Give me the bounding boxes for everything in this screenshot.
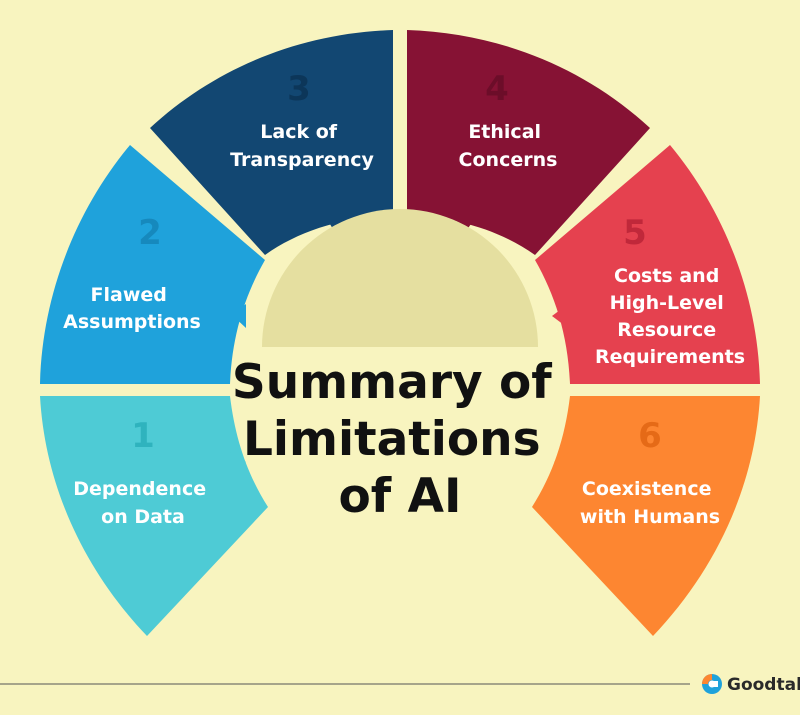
- segment-6-shape: [532, 396, 760, 636]
- segment-2-number: 2: [138, 213, 162, 253]
- center-dome: [262, 209, 538, 347]
- segment-3-label-line: Transparency: [230, 149, 374, 171]
- segment-4: 4 Ethical Concerns: [407, 30, 650, 255]
- svg-text:Ethical Concerns: Ethical Concerns: [459, 121, 558, 171]
- segment-5-shape: [535, 145, 760, 384]
- segment-2-notch: [232, 304, 246, 328]
- segment-1-label-line: on Data: [101, 506, 185, 528]
- segment-5-label-line: Requirements: [595, 346, 745, 368]
- segment-5-label-line: Costs and: [614, 265, 719, 287]
- svg-text:Coexistence with Humans: Coexistence with Humans: [580, 478, 720, 528]
- segment-1-label-line: Dependence: [73, 478, 206, 500]
- svg-text:Costs and High-Level: Costs and High-Level Resource Requiremen…: [595, 265, 745, 368]
- segment-3-shape: [150, 30, 393, 255]
- center-title-line: of AI: [339, 469, 462, 524]
- goodtal-logo-icon: [702, 674, 722, 694]
- segment-2-shape: [40, 145, 265, 384]
- segment-2-label-line: Flawed: [91, 284, 167, 306]
- svg-text:Flawed Assumptions: Flawed Assumptions: [63, 284, 201, 333]
- segment-5-label-line: High-Level: [610, 292, 724, 314]
- segment-1-notch: [230, 452, 246, 472]
- center-title-line: Summary of: [232, 355, 552, 410]
- segment-6-label-line: Coexistence: [582, 478, 712, 500]
- segment-5-number: 5: [623, 213, 647, 253]
- segment-1-shape: [40, 396, 268, 636]
- segment-4-label-line: Concerns: [459, 149, 558, 171]
- segment-6-number: 6: [638, 416, 662, 456]
- segment-2: 2 Flawed Assumptions: [40, 145, 265, 384]
- segment-5-notch: [552, 304, 568, 328]
- segment-5-label-line: Resource: [617, 319, 716, 341]
- center-title-line: Limitations: [243, 412, 541, 467]
- segment-4-label-line: Ethical: [468, 121, 541, 143]
- segment-1: 1 Dependence on Data: [40, 396, 268, 636]
- center-title: Summary of Limitations of AI: [232, 355, 568, 524]
- segment-6-label-line: with Humans: [580, 506, 720, 528]
- svg-text:Lack of Transparency: Lack of Transparency: [230, 121, 374, 171]
- segment-5: 5 Costs and High-Level Resource Requirem…: [535, 145, 760, 384]
- svg-text:Dependence on Data: Dependence on Data: [73, 478, 212, 528]
- segment-4-shape: [407, 30, 650, 255]
- segment-1-number: 1: [131, 416, 155, 456]
- segment-6-notch: [554, 452, 570, 472]
- segment-3-label-line: Lack of: [260, 121, 337, 143]
- segment-2-label-line: Assumptions: [63, 311, 201, 333]
- segment-4-number: 4: [485, 69, 509, 109]
- segment-6: 6 Coexistence with Humans: [532, 396, 760, 636]
- brand: Goodtal: [702, 674, 800, 695]
- segment-3-number: 3: [287, 69, 311, 109]
- brand-name: Goodtal: [727, 675, 800, 695]
